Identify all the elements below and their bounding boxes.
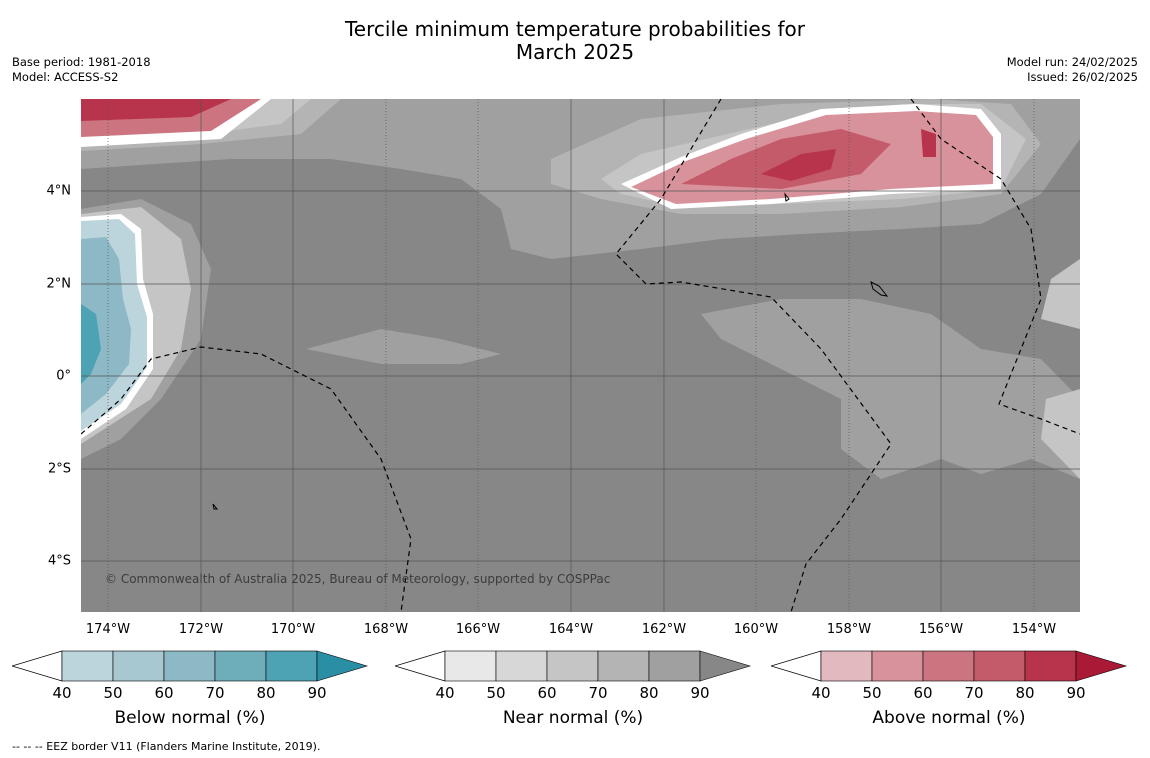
title-line-1: Tercile minimum temperature probabilitie… <box>344 17 806 41</box>
map-canvas <box>81 99 1080 612</box>
colorbar-tick-label: 40 <box>52 684 72 702</box>
colorbar-segment <box>922 650 975 682</box>
colorbar-tick-label: 60 <box>154 684 174 702</box>
colorbar-segment <box>871 650 924 682</box>
near-normal-east <box>1041 259 1080 479</box>
colorbar-tick-label: 50 <box>862 684 882 702</box>
colorbar-tick-label: 40 <box>435 684 455 702</box>
base-period-label: Base period: 1981-2018 <box>12 55 151 69</box>
colorbar-segment <box>648 650 701 682</box>
below-normal-60 <box>81 237 131 414</box>
lon-label: 162°W <box>641 622 687 637</box>
lon-label: 172°W <box>178 622 224 637</box>
colorbar-near-normal <box>395 650 752 682</box>
lat-label: 2°S <box>47 461 71 477</box>
title-line-2: March 2025 <box>515 40 635 64</box>
above-normal-northwest-80 <box>81 99 231 121</box>
colorbar-max-arrow <box>316 650 369 682</box>
near-normal-center <box>701 299 1080 479</box>
colorbar-min-arrow <box>395 650 446 682</box>
colorbar-tick-label: 80 <box>639 684 659 702</box>
colorbar-segment <box>973 650 1026 682</box>
lon-label: 154°W <box>1011 622 1057 637</box>
lat-label: 0° <box>56 368 71 384</box>
colorbar-tick-label: 50 <box>103 684 123 702</box>
lat-label: 2°N <box>46 276 72 292</box>
chart-title: Tercile minimum temperature probabilitie… <box>0 18 1150 64</box>
colorbar-min-arrow <box>771 650 822 682</box>
model-run-label: Model run: 24/02/2025 <box>1006 55 1138 69</box>
colorbar-segment <box>214 650 267 682</box>
lon-label: 174°W <box>85 622 131 637</box>
issued-label: Issued: 26/02/2025 <box>1027 70 1138 84</box>
colorbar-tick-label: 90 <box>690 684 710 702</box>
colorbar-segment <box>265 650 318 682</box>
colorbar-tick-label: 70 <box>964 684 984 702</box>
colorbar-max-arrow <box>699 650 752 682</box>
colorbar-segment <box>1024 650 1077 682</box>
lon-label: 164°W <box>548 622 594 637</box>
lon-label: 170°W <box>270 622 316 637</box>
copyright-notice: © Commonwealth of Australia 2025, Bureau… <box>105 572 611 586</box>
colorbar-title-above: Above normal (%) <box>872 708 1026 728</box>
eez-footnote: -- -- -- EEZ border V11 (Flanders Marine… <box>12 740 321 753</box>
colorbar-segment <box>495 650 548 682</box>
colorbar-tick-label: 80 <box>256 684 276 702</box>
model-label: Model: ACCESS-S2 <box>12 70 119 84</box>
colorbar-segment <box>444 650 497 682</box>
colorbar-segment <box>820 650 873 682</box>
above-normal-northeast-80 <box>761 129 936 181</box>
colorbar-tick-label: 60 <box>537 684 557 702</box>
colorbar-tick-label: 60 <box>913 684 933 702</box>
colorbar-segment <box>61 650 114 682</box>
colorbar-min-arrow <box>12 650 63 682</box>
colorbar-tick-label: 80 <box>1015 684 1035 702</box>
meta-right: Model run: 24/02/2025 Issued: 26/02/2025 <box>1007 55 1138 85</box>
colorbar-tick-label: 40 <box>811 684 831 702</box>
lon-label: 160°W <box>733 622 779 637</box>
lon-label: 168°W <box>363 622 409 637</box>
colorbar-tick-label: 90 <box>307 684 327 702</box>
below-normal-80 <box>81 304 101 384</box>
above-normal-northeast-60 <box>681 129 891 189</box>
colorbar-tick-label: 70 <box>205 684 225 702</box>
near-normal-patch-center <box>306 329 501 364</box>
lat-label: 4°S <box>47 553 71 569</box>
lon-label: 156°W <box>918 622 964 637</box>
lat-label: 4°N <box>46 183 72 199</box>
colorbar-max-arrow <box>1075 650 1128 682</box>
graticule <box>81 99 1080 612</box>
colorbar-above-normal <box>771 650 1128 682</box>
lon-label: 166°W <box>455 622 501 637</box>
islands <box>212 192 889 510</box>
eez-borders <box>81 99 1080 612</box>
colorbar-segment <box>112 650 165 682</box>
colorbar-tick-label: 50 <box>486 684 506 702</box>
probability-map <box>81 99 1080 612</box>
colorbar-segment <box>546 650 599 682</box>
meta-left: Base period: 1981-2018 Model: ACCESS-S2 <box>12 55 151 85</box>
colorbar-segment <box>163 650 216 682</box>
colorbar-tick-label: 90 <box>1066 684 1086 702</box>
lon-label: 158°W <box>826 622 872 637</box>
colorbar-title-near: Near normal (%) <box>502 708 644 728</box>
colorbar-tick-label: 70 <box>588 684 608 702</box>
colorbar-title-below: Below normal (%) <box>114 708 266 728</box>
colorbar-segment <box>597 650 650 682</box>
colorbar-below-normal <box>12 650 369 682</box>
